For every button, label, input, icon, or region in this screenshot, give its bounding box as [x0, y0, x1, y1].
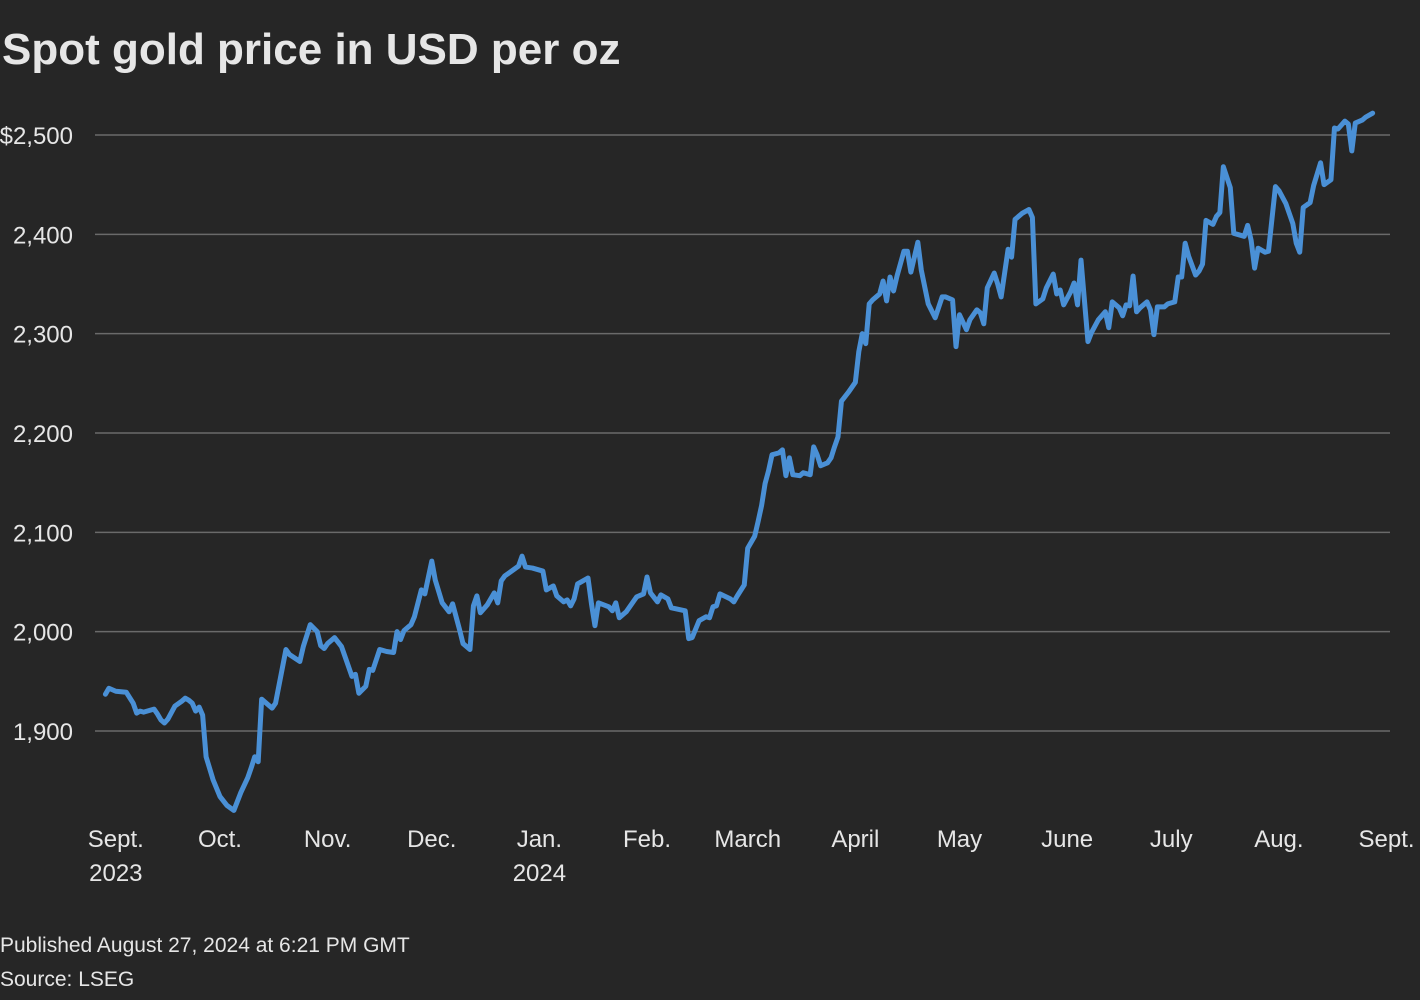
y-tick-label: $2,500: [0, 123, 73, 150]
x-tick-month: Oct.: [198, 826, 242, 853]
x-tick-label: Oct.: [198, 826, 242, 853]
x-tick-label: April: [831, 826, 879, 853]
x-tick-month: May: [937, 826, 982, 853]
x-tick-label: Feb.: [623, 826, 671, 853]
x-tick-label: May: [937, 826, 982, 853]
x-tick-month: Sept.: [1359, 826, 1415, 853]
published-note: Published August 27, 2024 at 6:21 PM GMT: [0, 934, 410, 957]
y-tick-label: 2,000: [13, 620, 73, 647]
x-tick-year: 2024: [513, 860, 566, 887]
x-tick-label: June: [1041, 826, 1093, 853]
x-tick-month: July: [1150, 826, 1193, 853]
x-tick-month: Jan.: [517, 826, 562, 853]
x-tick-label: March: [714, 826, 781, 853]
x-tick-label: Dec.: [407, 826, 456, 853]
y-tick-label: 2,200: [13, 421, 73, 448]
y-tick-label: 2,400: [13, 222, 73, 249]
x-tick-label: Sept.: [1359, 826, 1415, 853]
y-tick-label: 2,300: [13, 322, 73, 349]
x-tick-label: Aug.: [1254, 826, 1303, 853]
price-line: [102, 110, 1376, 813]
x-tick-label: Sept. 2023: [88, 826, 144, 887]
source-note: Source: LSEG: [0, 968, 134, 991]
x-tick-month: March: [714, 826, 781, 853]
x-tick-label: Nov.: [304, 826, 352, 853]
x-tick-month: Aug.: [1254, 826, 1303, 853]
x-tick-label: July: [1150, 826, 1193, 853]
y-tick-label: 1,900: [13, 719, 73, 746]
x-tick-month: April: [831, 826, 879, 853]
x-tick-month: Nov.: [304, 826, 352, 853]
x-tick-month: June: [1041, 826, 1093, 853]
chart-title: Spot gold price in USD per oz: [2, 25, 620, 74]
x-tick-label: Jan. 2024: [513, 826, 566, 887]
x-tick-month: Feb.: [623, 826, 671, 853]
x-tick-month: Sept.: [88, 826, 144, 853]
x-tick-month: Dec.: [407, 826, 456, 853]
x-tick-year: 2023: [89, 860, 142, 887]
y-tick-label: 2,100: [13, 520, 73, 547]
